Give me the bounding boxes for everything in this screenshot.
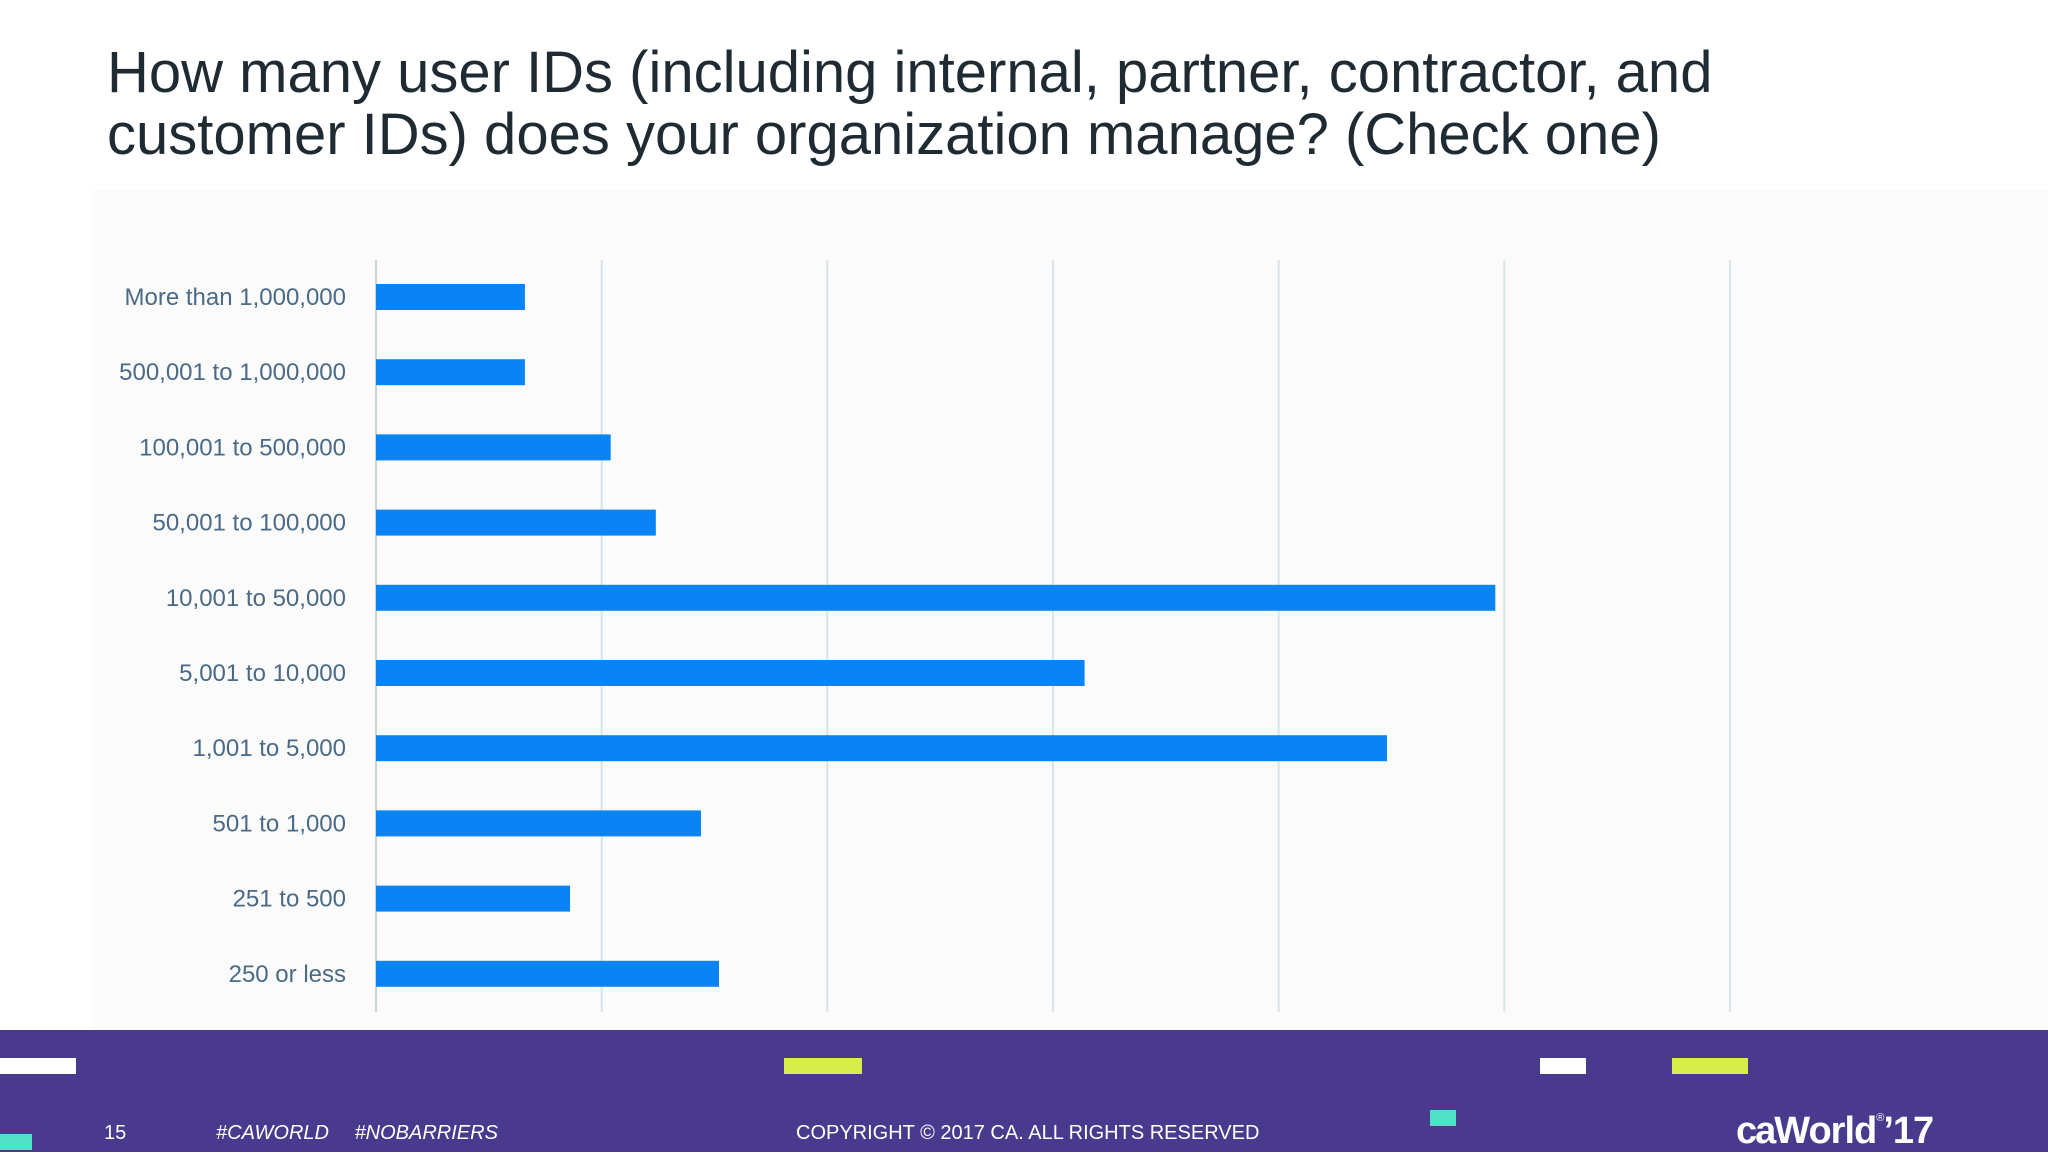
category-label: 500,001 to 1,000,000 (119, 359, 346, 386)
footer-accent-lime-center (784, 1058, 862, 1074)
logo-year: ’17 (1883, 1110, 1934, 1152)
footer-accent-teal-left (0, 1134, 32, 1150)
slide-title: How many user IDs (including internal, p… (107, 40, 1713, 167)
logo-world: World (1774, 1110, 1877, 1152)
hashtags: #CAWORLD #NOBARRIERS (216, 1122, 518, 1145)
bar (376, 584, 1496, 611)
footer-accent-white-right (1540, 1058, 1586, 1074)
category-label: 50,001 to 100,000 (152, 510, 346, 537)
bar (376, 810, 701, 837)
logo-ca: ca (1736, 1110, 1776, 1152)
bar (376, 960, 720, 987)
category-label: 251 to 500 (233, 886, 346, 913)
chart-panel: More than 1,000,000 500,001 to 1,000,000 1… (92, 190, 2048, 1032)
bar (376, 359, 525, 386)
hashtag-caworld: #CAWORLD (216, 1122, 329, 1144)
category-label: More than 1,000,000 (125, 284, 347, 311)
category-label: 5,001 to 10,000 (179, 660, 346, 687)
hashtag-nobarriers: #NOBARRIERS (354, 1122, 498, 1144)
slide-footer: 15 #CAWORLD #NOBARRIERS COPYRIGHT © 2017… (0, 1030, 2048, 1152)
category-label: 501 to 1,000 (213, 810, 346, 837)
bar-chart: More than 1,000,000 500,001 to 1,000,000 1… (119, 260, 1771, 1032)
category-label: 10,001 to 50,000 (166, 585, 346, 612)
footer-accent-lime-right (1672, 1058, 1748, 1074)
footer-accent-white-left (0, 1058, 76, 1074)
bar (376, 885, 571, 912)
bar (376, 735, 1387, 762)
ca-world-logo: caWorld®’17 (1736, 1110, 1934, 1153)
bar (376, 509, 656, 536)
page-number: 15 (104, 1122, 127, 1144)
category-label: 1,001 to 5,000 (193, 735, 346, 762)
bar (376, 434, 611, 461)
bar (376, 284, 525, 310)
bar (376, 660, 1085, 686)
category-label: 250 or less (229, 961, 346, 988)
copyright-notice: COPYRIGHT © 2017 CA. ALL RIGHTS RESERVED (796, 1122, 1260, 1144)
logo-trademark: ® (1876, 1112, 1884, 1124)
category-label: 100,001 to 500,000 (139, 434, 346, 461)
footer-accent-teal-right (1430, 1110, 1456, 1126)
